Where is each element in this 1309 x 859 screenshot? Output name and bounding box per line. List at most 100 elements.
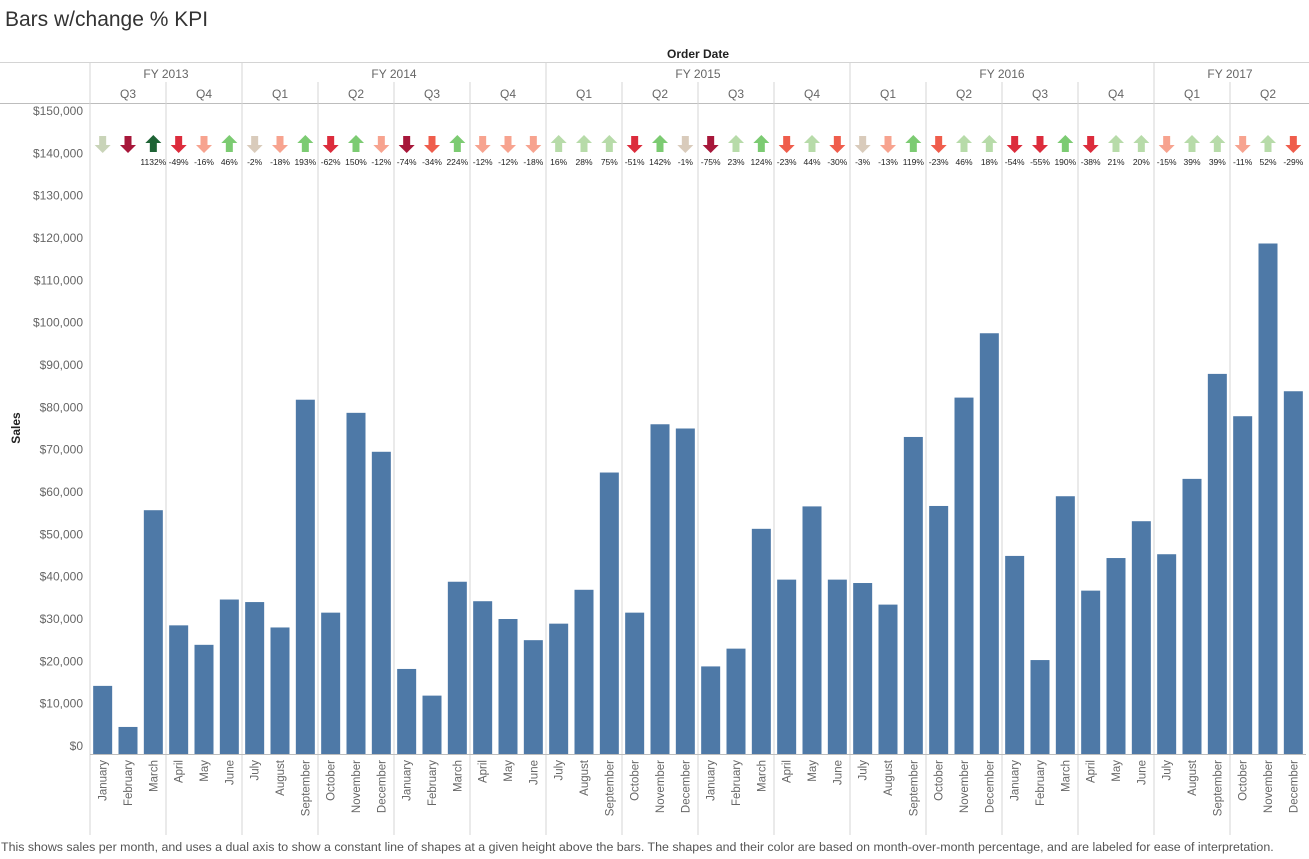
y-tick-label: $100,000: [33, 316, 83, 330]
kpi-arrow-icon: [1006, 136, 1023, 153]
month-label: April: [782, 760, 794, 783]
quarter-label: Q1: [576, 87, 592, 101]
change-percent-label: 1132%: [140, 157, 166, 167]
kpi-arrow-icon: [221, 135, 238, 152]
change-percent-label: 44%: [803, 157, 820, 167]
sales-bar: [1081, 590, 1101, 754]
change-percent-label: -29%: [1283, 157, 1303, 167]
change-percent-label: 39%: [1183, 157, 1200, 167]
month-label: August: [579, 759, 591, 796]
kpi-arrow-icon: [1260, 135, 1276, 152]
sales-bar: [903, 436, 923, 754]
month-label: March: [1060, 760, 1072, 792]
kpi-arrow-icon: [145, 135, 162, 152]
quarter-label: Q3: [1032, 87, 1048, 101]
month-label: July: [858, 760, 870, 781]
change-percent-label: -75%: [701, 157, 721, 167]
month-label: July: [250, 760, 262, 781]
kpi-arrow-icon: [424, 136, 440, 153]
y-tick-label: $70,000: [40, 443, 84, 457]
month-label: October: [326, 760, 338, 801]
change-percent-label: 16%: [550, 157, 567, 167]
kpi-arrow-icon: [1184, 135, 1200, 152]
sales-bar: [245, 602, 265, 754]
y-tick-label: $120,000: [33, 231, 83, 245]
month-label: July: [554, 760, 566, 781]
sales-bar: [1055, 496, 1075, 754]
month-label: April: [174, 760, 186, 783]
quarter-label: Q1: [1184, 87, 1200, 101]
sales-bar: [599, 472, 619, 754]
kpi-arrow-icon: [956, 135, 972, 152]
change-percent-label: -23%: [929, 157, 949, 167]
month-label: June: [1136, 760, 1148, 785]
sales-bar: [954, 397, 974, 754]
month-label: April: [478, 760, 490, 783]
fiscal-year-label: FY 2014: [371, 67, 416, 81]
change-percent-label: 193%: [294, 157, 316, 167]
change-percent-label: 46%: [221, 157, 238, 167]
y-tick-label: $140,000: [33, 146, 83, 160]
month-label: November: [351, 760, 363, 813]
kpi-arrow-icon: [1158, 136, 1175, 153]
month-label: February: [731, 760, 743, 806]
sales-bar: [447, 581, 467, 754]
kpi-arrow-icon: [677, 136, 694, 153]
change-percent-label: -1%: [678, 157, 694, 167]
sales-bar: [169, 625, 189, 754]
month-label: December: [376, 760, 388, 813]
change-percent-label: -30%: [827, 157, 847, 167]
sales-bar: [498, 619, 518, 754]
change-percent-label: -18%: [270, 157, 290, 167]
sales-bar: [1258, 243, 1278, 754]
y-tick-label: $0: [70, 739, 84, 753]
change-percent-label: -23%: [777, 157, 797, 167]
kpi-arrow-icon: [272, 136, 288, 153]
quarter-label: Q2: [652, 87, 668, 101]
sales-bar: [194, 644, 214, 754]
change-percent-label: 52%: [1259, 157, 1276, 167]
sales-bar: [701, 666, 721, 754]
month-label: May: [807, 760, 819, 782]
order-date-header: Order Date: [667, 47, 729, 61]
chart-caption: This shows sales per month, and uses a d…: [1, 840, 1274, 854]
kpi-arrow-icon: [753, 135, 770, 152]
month-label: June: [832, 760, 844, 785]
month-label: August: [883, 759, 895, 796]
y-tick-label: $30,000: [40, 612, 84, 626]
change-percent-label: -49%: [169, 157, 189, 167]
month-label: May: [1111, 760, 1123, 782]
change-percent-label: -55%: [1030, 157, 1050, 167]
kpi-arrow-icon: [500, 136, 516, 153]
kpi-arrow-icon: [196, 136, 212, 153]
sales-bar: [878, 604, 898, 754]
sales-bar: [143, 510, 163, 754]
change-percent-label: 119%: [903, 157, 925, 167]
kpi-arrow-icon: [652, 135, 668, 152]
month-label: November: [959, 760, 971, 813]
sales-bar: [1131, 521, 1151, 754]
quarter-label: Q2: [348, 87, 364, 101]
sales-bar: [219, 599, 239, 754]
kpi-arrow-icon: [94, 136, 111, 153]
y-tick-label: $60,000: [40, 485, 84, 499]
month-label: April: [1086, 760, 1098, 783]
kpi-arrow-icon: [398, 136, 415, 153]
month-label: December: [984, 760, 996, 813]
sales-bar: [1005, 555, 1025, 754]
sales-bar: [777, 579, 797, 754]
change-percent-label: -62%: [321, 157, 341, 167]
month-label: March: [452, 760, 464, 792]
y-tick-label: $50,000: [40, 527, 84, 541]
sales-bar: [574, 589, 594, 754]
quarter-label: Q4: [196, 87, 212, 101]
sales-bar: [827, 579, 847, 754]
kpi-arrow-icon: [1285, 136, 1302, 153]
kpi-arrow-icon: [702, 136, 719, 153]
month-label: October: [630, 760, 642, 801]
change-percent-label: 28%: [575, 157, 592, 167]
month-label: November: [655, 760, 667, 813]
kpi-arrow-icon: [297, 135, 314, 152]
sales-bar: [473, 601, 493, 754]
sales-bar: [422, 695, 442, 754]
